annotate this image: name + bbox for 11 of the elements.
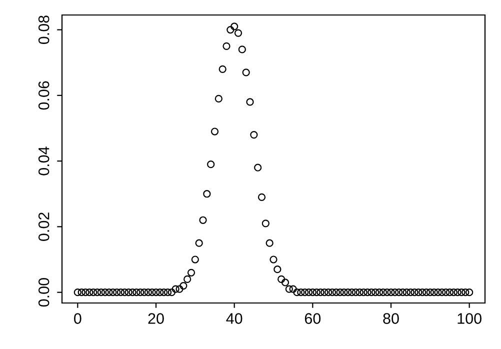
y-tick-label: 0.04 [38,146,50,176]
x-tick-label: 100 [458,313,482,324]
y-tick-label: 0.08 [38,16,50,44]
x-tick-label: 40 [226,313,242,324]
x-tick-label: 60 [304,313,321,324]
x-tick-label: 0 [74,313,82,324]
x-tick-label: 20 [148,313,164,324]
x-tick-label: 80 [383,313,399,324]
y-tick-label: 0.00 [38,278,50,307]
y-tick-label: 0.02 [38,212,50,241]
y-tick-label: 0.06 [38,81,50,110]
